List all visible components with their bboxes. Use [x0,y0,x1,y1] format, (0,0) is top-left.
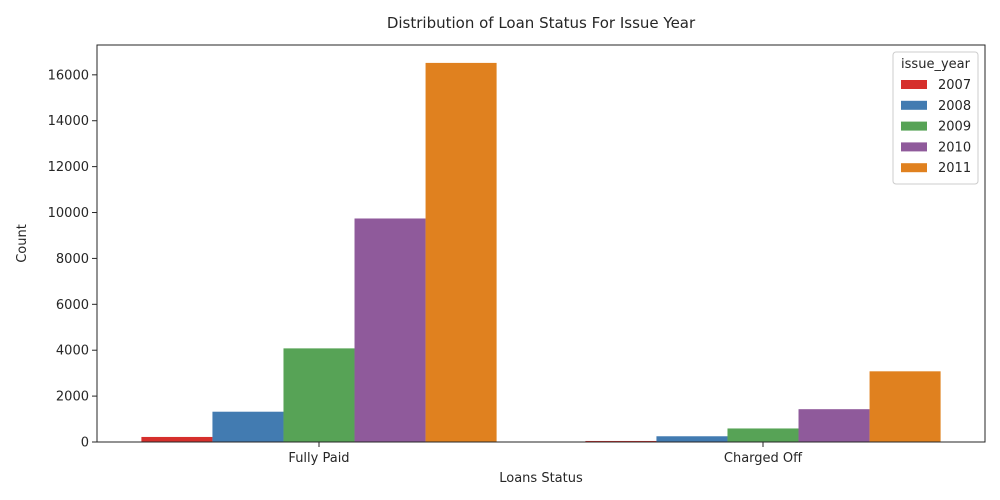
bar-fully-paid-2011 [425,62,497,443]
legend-swatch-2009 [901,121,927,131]
legend: issue_year 2007 2008 2009 2010 2011 [892,51,979,185]
x-tick-label: Fully Paid [288,451,349,466]
y-axis: 0 2000 4000 6000 8000 10000 12000 14000 16000 [48,68,97,451]
y-tick-label: 12000 [48,160,89,175]
x-axis: Fully Paid Charged Off [288,442,803,466]
x-tick-label: Charged Off [724,451,803,466]
legend-swatch-2011 [901,163,927,173]
legend-label-2009: 2009 [938,120,971,135]
y-axis-label: Count [15,224,30,263]
y-tick-label: 6000 [56,298,89,313]
bar-charged-off-2007 [585,440,657,442]
legend-label-2008: 2008 [938,99,971,114]
bar-fully-paid-2008 [212,411,284,442]
y-tick-label: 4000 [56,344,89,359]
y-tick-label: 14000 [48,114,89,129]
bar-charged-off-2010 [798,409,870,442]
plot-frame [96,44,986,443]
y-tick-label: 2000 [56,390,89,405]
bar-charged-off-2008 [656,436,728,442]
y-tick-label: 16000 [48,68,89,83]
legend-title: issue_year [901,57,971,72]
legend-swatch-2008 [901,100,927,110]
bars-group [141,62,941,443]
bar-fully-paid-2010 [354,218,426,442]
bar-charged-off-2011 [869,371,941,442]
y-tick-label: 10000 [48,206,89,221]
chart-title: Distribution of Loan Status For Issue Ye… [387,14,696,32]
legend-swatch-2010 [901,142,927,152]
legend-swatch-2007 [901,80,927,89]
bar-charged-off-2009 [727,428,799,442]
y-tick-label: 0 [81,436,89,451]
bar-fully-paid-2007 [141,436,213,442]
legend-label-2010: 2010 [938,140,971,155]
bar-fully-paid-2009 [283,348,355,442]
x-axis-label: Loans Status [499,471,583,486]
y-tick-label: 8000 [56,252,89,267]
legend-label-2011: 2011 [938,161,971,176]
legend-label-2007: 2007 [938,78,971,93]
